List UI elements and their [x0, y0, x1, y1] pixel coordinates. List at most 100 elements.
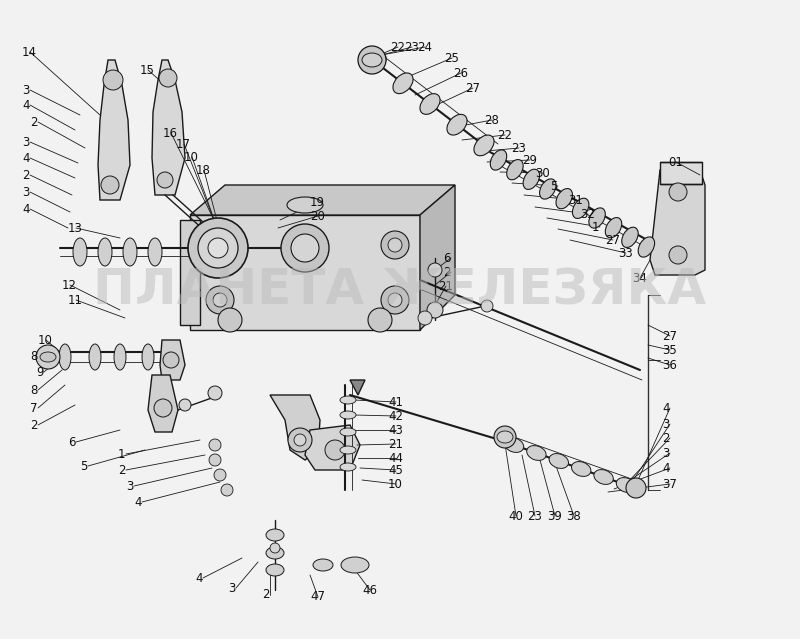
Circle shape: [159, 69, 177, 87]
Text: 27: 27: [662, 330, 677, 343]
Circle shape: [494, 426, 516, 448]
Ellipse shape: [573, 198, 589, 219]
Circle shape: [294, 434, 306, 446]
Circle shape: [626, 478, 646, 498]
Ellipse shape: [266, 547, 284, 559]
Text: 41: 41: [388, 396, 403, 408]
Text: 4: 4: [22, 203, 30, 215]
Circle shape: [388, 238, 402, 252]
Text: 20: 20: [310, 210, 325, 222]
Text: 23: 23: [404, 40, 419, 54]
Ellipse shape: [340, 446, 356, 454]
Text: 3: 3: [662, 447, 670, 459]
Polygon shape: [270, 395, 320, 460]
Text: 6: 6: [68, 436, 75, 449]
Ellipse shape: [393, 73, 413, 94]
Ellipse shape: [506, 160, 523, 180]
Ellipse shape: [497, 431, 513, 443]
Text: 30: 30: [535, 167, 550, 180]
Ellipse shape: [606, 217, 622, 238]
Circle shape: [270, 543, 280, 553]
Ellipse shape: [266, 564, 284, 576]
Circle shape: [418, 311, 432, 325]
Circle shape: [325, 440, 345, 460]
Text: 16: 16: [163, 127, 178, 139]
Circle shape: [213, 238, 227, 252]
Ellipse shape: [504, 438, 524, 452]
Circle shape: [208, 238, 228, 258]
Text: 39: 39: [547, 509, 562, 523]
Ellipse shape: [366, 52, 386, 73]
Circle shape: [213, 293, 227, 307]
Ellipse shape: [40, 352, 56, 362]
Text: 4: 4: [22, 151, 30, 164]
Polygon shape: [305, 425, 360, 470]
Text: 12: 12: [62, 279, 77, 291]
Ellipse shape: [523, 169, 539, 189]
Text: 10: 10: [184, 151, 199, 164]
Circle shape: [154, 399, 172, 417]
Text: 10: 10: [388, 477, 403, 491]
Text: 31: 31: [568, 194, 583, 206]
Polygon shape: [350, 380, 365, 395]
Text: 13: 13: [68, 222, 83, 235]
Text: 19: 19: [310, 196, 325, 208]
Circle shape: [188, 218, 248, 278]
Polygon shape: [152, 60, 185, 195]
Text: 2: 2: [262, 589, 270, 601]
Text: 2: 2: [30, 116, 38, 128]
Ellipse shape: [89, 344, 101, 370]
Text: 38: 38: [566, 509, 581, 523]
Text: 2: 2: [30, 419, 38, 431]
Ellipse shape: [340, 463, 356, 471]
Text: 44: 44: [388, 452, 403, 465]
Text: 21: 21: [438, 279, 453, 293]
Text: 3: 3: [22, 185, 30, 199]
Text: ПЛАНЕТА ЖЕЛЕЗЯКА: ПЛАНЕТА ЖЕЛЕЗЯКА: [94, 266, 706, 315]
Text: 10: 10: [38, 334, 53, 346]
Ellipse shape: [340, 428, 356, 436]
Text: 2: 2: [118, 463, 126, 477]
Circle shape: [101, 176, 119, 194]
Circle shape: [206, 286, 234, 314]
Ellipse shape: [490, 150, 506, 170]
Circle shape: [388, 293, 402, 307]
Text: 2: 2: [443, 265, 450, 279]
Polygon shape: [190, 215, 420, 330]
Text: 5: 5: [550, 180, 558, 192]
Circle shape: [218, 308, 242, 332]
Text: 01: 01: [668, 155, 683, 169]
Ellipse shape: [616, 477, 636, 493]
Ellipse shape: [526, 445, 546, 461]
Text: 35: 35: [662, 344, 677, 357]
Circle shape: [381, 231, 409, 259]
Text: 1: 1: [118, 447, 126, 461]
Text: 45: 45: [388, 463, 403, 477]
Circle shape: [103, 70, 123, 90]
Ellipse shape: [59, 344, 71, 370]
Text: 4: 4: [662, 401, 670, 415]
Text: 46: 46: [362, 583, 377, 596]
Ellipse shape: [549, 454, 569, 468]
Text: 34: 34: [632, 272, 647, 284]
Text: 7: 7: [30, 401, 38, 415]
Text: 9: 9: [36, 366, 43, 378]
Text: 3: 3: [126, 479, 134, 493]
Circle shape: [281, 224, 329, 272]
Ellipse shape: [142, 344, 154, 370]
Circle shape: [481, 300, 493, 312]
Text: 2: 2: [662, 431, 670, 445]
Text: 21: 21: [388, 438, 403, 450]
Text: 8: 8: [30, 350, 38, 362]
Circle shape: [209, 439, 221, 451]
Text: 2: 2: [22, 169, 30, 181]
Text: 11: 11: [68, 293, 83, 307]
Ellipse shape: [313, 559, 333, 571]
Ellipse shape: [73, 238, 87, 266]
Text: 27: 27: [605, 233, 620, 247]
Circle shape: [221, 484, 233, 496]
Text: 17: 17: [176, 137, 191, 151]
Ellipse shape: [148, 238, 162, 266]
Bar: [660, 162, 702, 184]
Circle shape: [669, 246, 687, 264]
